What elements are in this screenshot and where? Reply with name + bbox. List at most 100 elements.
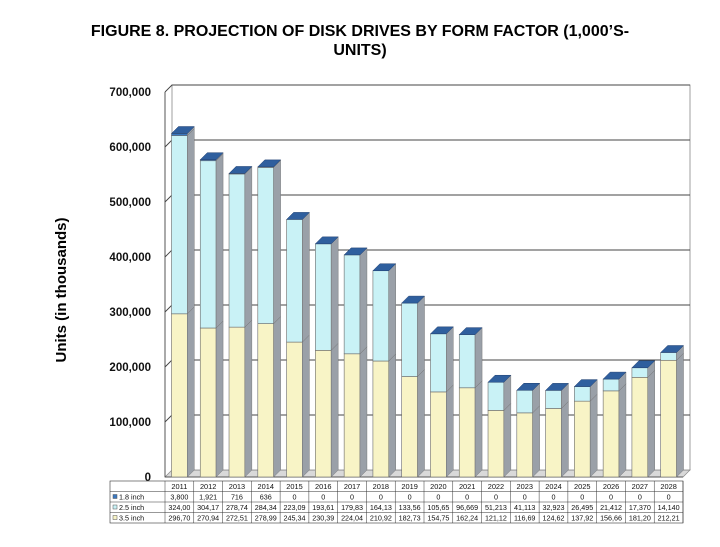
bar-top bbox=[429, 326, 454, 335]
data-label: 0 bbox=[321, 493, 325, 502]
x-tick-label: 2025 bbox=[574, 482, 590, 491]
x-tick-label: 2027 bbox=[632, 482, 648, 491]
bar-top bbox=[544, 383, 570, 391]
data-label: 17,370 bbox=[629, 503, 651, 512]
bar-2-5-inch-2021 bbox=[458, 334, 476, 389]
bar-side bbox=[647, 369, 655, 478]
bar-2-5-inch-2011 bbox=[171, 135, 188, 315]
chart-title-line-2: UNITS) bbox=[333, 42, 387, 59]
bar-2-5-inch-2017 bbox=[343, 254, 361, 355]
data-label: 324,00 bbox=[168, 503, 190, 512]
bar-2-5-inch-2014 bbox=[257, 166, 274, 324]
bar-top bbox=[228, 166, 253, 174]
data-label: 0 bbox=[523, 493, 527, 502]
bar-3-5-inch-2025 bbox=[574, 400, 591, 478]
bar-side bbox=[503, 402, 512, 478]
data-label: 162,24 bbox=[456, 514, 478, 523]
data-label: 41,113 bbox=[514, 503, 535, 512]
data-label: 278,74 bbox=[226, 503, 248, 512]
data-label: 1,921 bbox=[199, 493, 217, 502]
bar-top bbox=[401, 295, 426, 304]
bar-top bbox=[170, 126, 195, 134]
bar-side bbox=[388, 263, 396, 362]
data-label: 272,51 bbox=[226, 514, 248, 523]
x-tick-label: 2022 bbox=[488, 482, 504, 491]
chart-title: FIGURE 8. PROJECTION OF DISK DRIVES BY F… bbox=[0, 22, 720, 60]
data-label: 96,669 bbox=[456, 503, 478, 512]
legend-entry: 1.8 inch bbox=[119, 493, 144, 502]
data-label: 51,213 bbox=[485, 503, 507, 512]
bar-3-5-inch-2013 bbox=[228, 326, 246, 478]
data-label: 636 bbox=[260, 493, 272, 502]
data-label: 154,75 bbox=[427, 514, 449, 523]
bar-side bbox=[359, 247, 368, 355]
bar-top bbox=[372, 263, 397, 271]
y-axis-ticks: 0 100,000 200,000 300,000 400,000 500,000 600,… bbox=[109, 87, 151, 484]
legend-swatch bbox=[112, 494, 118, 499]
bar-side bbox=[215, 153, 224, 329]
data-label: 182,73 bbox=[399, 514, 421, 523]
y-tick-label: 400,000 bbox=[109, 252, 151, 264]
bar-2-5-inch-2013 bbox=[228, 173, 246, 328]
bar-3-5-inch-2012 bbox=[199, 327, 217, 478]
data-label: 164,13 bbox=[370, 503, 392, 512]
x-tick-label: 2026 bbox=[603, 482, 619, 491]
data-label: 3,800 bbox=[170, 493, 188, 502]
bar-side bbox=[417, 295, 425, 377]
bar-side bbox=[474, 327, 483, 389]
bar-3-5-inch-2019 bbox=[401, 376, 418, 478]
bar-3-5-inch-2011 bbox=[171, 313, 188, 478]
bar-side bbox=[187, 128, 195, 315]
data-label: 121,12 bbox=[485, 514, 507, 523]
data-label: 284,34 bbox=[255, 503, 277, 512]
data-label: 124,62 bbox=[543, 514, 565, 523]
bar-side bbox=[215, 320, 224, 478]
bar-top bbox=[516, 383, 541, 391]
x-tick-label: 2020 bbox=[430, 482, 446, 491]
legend-swatch bbox=[112, 504, 118, 510]
data-label: 224,04 bbox=[341, 514, 363, 523]
y-tick-label: 0 bbox=[145, 472, 151, 484]
x-tick-label: 2016 bbox=[315, 482, 331, 491]
y-axis-label: Units (in thousands) bbox=[53, 218, 70, 363]
bar-side bbox=[388, 353, 396, 478]
y-tick-label: 300,000 bbox=[109, 307, 151, 319]
x-tick-label: 2015 bbox=[286, 482, 302, 491]
bar-side bbox=[187, 306, 195, 478]
data-label: 26,495 bbox=[571, 503, 593, 512]
bar-3-5-inch-2027 bbox=[631, 377, 649, 478]
y-tick-label: 700,000 bbox=[109, 87, 151, 99]
bar-2-5-inch-2016 bbox=[315, 243, 332, 351]
bar-side bbox=[359, 346, 368, 478]
bar-side bbox=[417, 369, 425, 478]
x-tick-label: 2028 bbox=[660, 482, 676, 491]
data-label: 0 bbox=[494, 493, 498, 502]
bar-top bbox=[285, 212, 311, 220]
bar-top bbox=[602, 371, 627, 380]
data-label: 0 bbox=[552, 493, 556, 502]
data-label: 270,94 bbox=[197, 514, 219, 523]
bar-side bbox=[302, 334, 310, 478]
data-label: 0 bbox=[436, 493, 440, 502]
bar-2-5-inch-2026 bbox=[602, 378, 620, 392]
data-label: 0 bbox=[638, 493, 642, 502]
bar-top bbox=[660, 345, 685, 353]
data-table: 2011 2012 2013 2014 2015 2016 2017 2018 2019 2020… bbox=[109, 480, 684, 524]
data-label: 179,83 bbox=[341, 503, 363, 512]
bar-3-5-inch-2024 bbox=[545, 408, 562, 478]
legend-entry: 2.5 inch bbox=[119, 503, 144, 512]
data-label: 105,65 bbox=[427, 503, 449, 512]
bar-side bbox=[561, 400, 569, 478]
data-label: 137,92 bbox=[571, 514, 593, 523]
data-label: 0 bbox=[293, 493, 297, 502]
bar-side bbox=[532, 405, 540, 478]
bar-2-5-inch-2018 bbox=[372, 270, 390, 362]
data-label: 156,66 bbox=[600, 514, 622, 523]
chart-title-line-1: FIGURE 8. PROJECTION OF DISK DRIVES BY F… bbox=[90, 23, 630, 40]
bar-top bbox=[458, 327, 483, 335]
data-label: 304,17 bbox=[197, 503, 219, 512]
bar-2-5-inch-2023 bbox=[516, 389, 533, 414]
bar-side bbox=[446, 326, 454, 393]
data-label: 0 bbox=[609, 493, 613, 502]
bar-3-5-inch-2022 bbox=[487, 410, 505, 478]
